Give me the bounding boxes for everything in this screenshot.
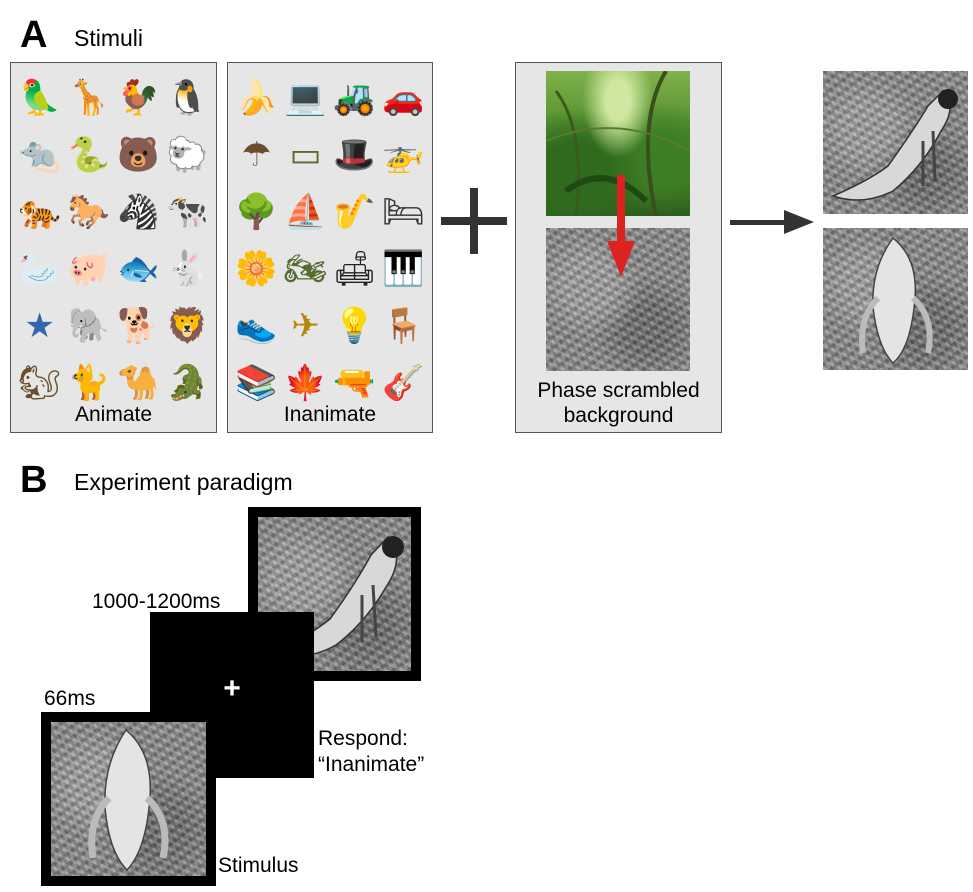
lamp-icon: 💡 bbox=[333, 305, 376, 346]
elephant-icon: 🐘 bbox=[67, 305, 111, 346]
piano-icon: 🎹 bbox=[382, 248, 425, 289]
banana-stimulus bbox=[51, 722, 206, 876]
airplane-icon: ✈ bbox=[291, 305, 320, 346]
tiger-icon: 🐅 bbox=[18, 191, 61, 232]
guitar-icon: 🎸 bbox=[382, 362, 425, 403]
rat-icon: 🐀 bbox=[18, 134, 61, 175]
plus-icon bbox=[441, 188, 507, 254]
inanimate-label: Inanimate bbox=[283, 403, 377, 426]
chair-icon: 🪑 bbox=[382, 305, 425, 346]
crocodile-icon: 🐊 bbox=[166, 362, 209, 403]
tree-icon: 🌳 bbox=[235, 191, 278, 232]
background-box: Phase scrambled background bbox=[515, 62, 722, 433]
camel-icon: 🐪 bbox=[116, 362, 160, 403]
shoe-icon: 👟 bbox=[235, 305, 278, 346]
giraffe-icon: 🦒 bbox=[67, 77, 111, 118]
swan-icon: 🦢 bbox=[18, 248, 61, 289]
stimulus-duration-label: 66ms bbox=[44, 687, 96, 710]
penguin-icon: 🐧 bbox=[166, 77, 209, 118]
background-label-line2: background bbox=[563, 404, 674, 427]
tractor-icon: 🚜 bbox=[333, 77, 376, 118]
sheep-icon: 🐑 bbox=[166, 134, 209, 175]
laptop-icon: 💻 bbox=[284, 77, 327, 118]
books-icon: 📚 bbox=[235, 362, 278, 403]
panel-a-title: Stimuli bbox=[74, 25, 144, 51]
sofa-icon: 🛋 bbox=[332, 248, 377, 289]
bed-icon: 🛏 bbox=[381, 191, 426, 232]
banana-icon: 🍌 bbox=[235, 77, 278, 118]
animate-label: Animate bbox=[74, 403, 153, 426]
helicopter-icon: 🚁 bbox=[382, 134, 425, 175]
right-arrow-icon bbox=[730, 210, 814, 234]
animate-grid: 🦜 🦒 🐓 🐧 🐀 🐍 🐻 🐑 🐅 🐎 🦓 🐄 🦢 🐖 🐟 🐇 ★ 🐘 🐕 🦁 🐿 🐈 🐪 🐊 bbox=[15, 69, 212, 411]
panel-b-letter: B bbox=[20, 459, 48, 501]
cow-icon: 🐄 bbox=[166, 191, 209, 232]
pig-icon: 🐖 bbox=[67, 248, 111, 289]
stimulus-banana-frame bbox=[41, 712, 216, 886]
result-banana-image bbox=[823, 228, 968, 370]
saxophone-icon: 🎷 bbox=[333, 191, 376, 232]
panel-b-title: Experiment paradigm bbox=[74, 469, 293, 495]
starfish-icon: ★ bbox=[24, 305, 55, 346]
squirrel-icon: 🐿 bbox=[18, 362, 62, 403]
background-label-line1: Phase scrambled bbox=[537, 379, 700, 402]
stimulus-label: Stimulus bbox=[218, 854, 299, 877]
fish-icon: 🐟 bbox=[116, 248, 160, 289]
flower-icon: 🌼 bbox=[235, 248, 278, 289]
response-label-line1: Respond: bbox=[318, 727, 408, 750]
fixation-duration-label: 1000-1200ms bbox=[92, 590, 221, 613]
dog-icon: 🐕 bbox=[116, 305, 160, 346]
zebra-icon: 🦓 bbox=[116, 191, 160, 232]
umbrella-icon: ☂ bbox=[241, 134, 272, 175]
cat-icon: 🐈 bbox=[67, 362, 111, 403]
parrot-icon: 🦜 bbox=[18, 77, 61, 118]
horse-icon: 🐎 bbox=[67, 191, 111, 232]
rabbit-icon: 🐇 bbox=[166, 248, 209, 289]
inanimate-grid: 🍌 💻 🚜 🚗 ☂ ▭ 🎩 🚁 🌳 ⛵ 🎷 🛏 🌼 🏍 🛋 🎹 👟 ✈ 💡 🪑 📚 🍁 🔫 🎸 bbox=[232, 69, 428, 411]
result-parrot-image bbox=[823, 71, 968, 214]
car-icon: 🚗 bbox=[382, 77, 425, 118]
fixation-cross: + bbox=[223, 672, 241, 705]
ship-icon: ⛵ bbox=[284, 191, 327, 232]
snake-icon: 🐍 bbox=[67, 134, 111, 175]
motorcycle-icon: 🏍 bbox=[283, 248, 328, 289]
pistol-icon: 🔫 bbox=[333, 362, 376, 403]
animate-box: 🦜 🦒 🐓 🐧 🐀 🐍 🐻 🐑 🐅 🐎 🦓 🐄 🦢 🐖 🐟 🐇 ★ 🐘 🐕 🦁 🐿 🐈 🐪 🐊 Animate bbox=[10, 62, 217, 433]
inanimate-box: 🍌 💻 🚜 🚗 ☂ ▭ 🎩 🚁 🌳 ⛵ 🎷 🛏 🌼 🏍 🛋 🎹 👟 ✈ 💡 🪑 📚 🍁 🔫 🎸 Inanimate bbox=[227, 62, 433, 433]
panel-a-letter: A bbox=[20, 14, 48, 56]
chicken-icon: 🐓 bbox=[116, 77, 160, 118]
bear-icon: 🐻 bbox=[116, 134, 160, 175]
hat-icon: 🎩 bbox=[333, 134, 376, 175]
table-icon: ▭ bbox=[289, 134, 322, 175]
leaf-icon: 🍁 bbox=[284, 362, 327, 403]
lion-icon: 🦁 bbox=[166, 305, 209, 346]
response-label-line2: “Inanimate” bbox=[318, 753, 425, 776]
down-arrow-icon bbox=[607, 175, 635, 277]
